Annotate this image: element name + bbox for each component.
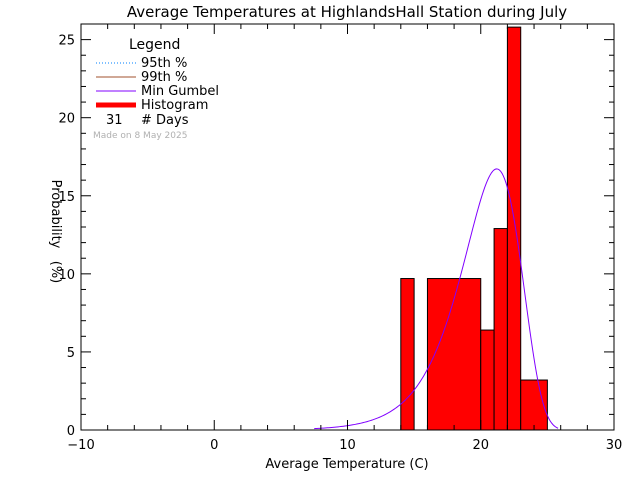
y-tick-label: 15 bbox=[58, 190, 75, 205]
histogram-bar-0 bbox=[400, 278, 415, 431]
legend: Legend 95th % 99th % Min Gumbel Histogra… bbox=[93, 37, 219, 141]
y-tick-label: 0 bbox=[67, 424, 75, 439]
legend-label-99th: 99th % bbox=[141, 70, 187, 85]
y-axis-label-unit: (%) bbox=[48, 261, 63, 284]
legend-days-count: 31 bbox=[106, 113, 123, 128]
histogram-bar-2 bbox=[480, 329, 495, 431]
y-axis-label: Probability bbox=[48, 180, 63, 249]
x-tick-label: −10 bbox=[67, 438, 94, 453]
legend-label-95th: 95th % bbox=[141, 56, 187, 71]
x-tick-label: 0 bbox=[210, 438, 218, 453]
histogram-bar-1 bbox=[426, 278, 482, 431]
chart-title: Average Temperatures at HighlandsHall St… bbox=[127, 3, 567, 21]
y-tick-label: 20 bbox=[58, 112, 75, 127]
histogram-bar-4 bbox=[506, 26, 522, 431]
legend-label-histogram: Histogram bbox=[141, 98, 208, 113]
y-tick-label: 10 bbox=[58, 268, 75, 283]
legend-title: Legend bbox=[129, 37, 180, 53]
x-tick-label: 10 bbox=[339, 438, 356, 453]
x-axis-label: Average Temperature (C) bbox=[265, 457, 428, 472]
footnote: Made on 8 May 2025 bbox=[93, 131, 187, 141]
legend-days-label: # Days bbox=[141, 113, 189, 128]
x-tick-label: 30 bbox=[606, 438, 623, 453]
legend-label-gumbel: Min Gumbel bbox=[141, 84, 219, 99]
y-tick-label: 5 bbox=[67, 346, 75, 361]
histogram-bar-5 bbox=[520, 379, 548, 431]
histogram-bar-3 bbox=[493, 228, 508, 431]
x-tick-label: 20 bbox=[472, 438, 489, 453]
gumbel-curve bbox=[314, 168, 559, 430]
y-tick-label: 25 bbox=[58, 34, 75, 49]
